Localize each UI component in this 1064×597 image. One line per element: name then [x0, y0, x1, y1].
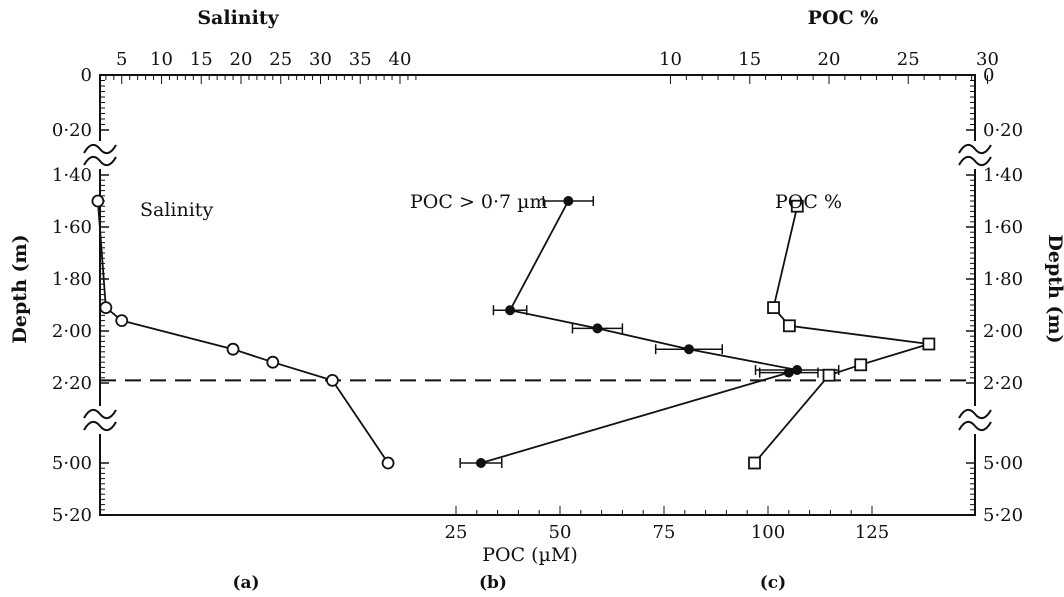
depth-tick-label-left: 1·40 [52, 165, 92, 186]
poc-percent-point [784, 320, 795, 331]
salinity-point [100, 302, 111, 313]
salinity-point [116, 315, 127, 326]
depth-tick-label-right: 1·40 [983, 165, 1023, 186]
poc-percent-series-label: POC % [775, 191, 842, 213]
poc-point [593, 324, 602, 333]
salinity-tick-label: 30 [309, 49, 332, 70]
salinity-point [92, 196, 103, 207]
poc-um-tick-label: 125 [855, 522, 889, 543]
poc-um-tick-label: 50 [549, 522, 572, 543]
depth-tick-label-left: 0·20 [52, 120, 92, 141]
poc-um-axis-title: POC (µM) [482, 544, 578, 566]
poc-percent-tick-label: 20 [818, 49, 841, 70]
poc-series-label: POC > 0·7 µm [410, 191, 548, 213]
salinity-point [267, 357, 278, 368]
depth-axis-title-left: Depth (m) [9, 234, 31, 343]
salinity-series-line [98, 201, 388, 463]
depth-tick-label-left: 0 [81, 65, 92, 86]
axis-breaks [84, 141, 991, 434]
salinity-tick-label: 35 [349, 49, 372, 70]
panel-label-b: (b) [479, 573, 507, 593]
poc-um-tick-label: 100 [751, 522, 785, 543]
poc-percent-point [749, 458, 760, 469]
depth-tick-label-right: 2·20 [983, 373, 1023, 394]
poc-um-tick-label: 75 [653, 522, 676, 543]
depth-tick-label-left: 1·60 [52, 217, 92, 238]
axis-ticks: 0 00·20 0·201·40 1·401·60 1·601·80 1·802·00 2·… [52, 49, 1023, 543]
poc-series-line [481, 201, 797, 463]
poc-point [506, 306, 515, 315]
depth-tick-label-right: 1·60 [983, 217, 1023, 238]
depth-tick-label-left: 5·00 [52, 453, 92, 474]
panel-label-c: (c) [760, 573, 786, 593]
salinity-series-label: Salinity [140, 199, 213, 221]
plot-frame [100, 75, 975, 515]
salinity-tick-label: 10 [150, 49, 173, 70]
poc-percent-series-line [755, 206, 929, 463]
salinity-point [228, 344, 239, 355]
salinity-tick-label: 5 [116, 49, 127, 70]
poc-percent-point [768, 302, 779, 313]
salinity-tick-label: 15 [190, 49, 213, 70]
salinity-axis-title: Salinity [197, 7, 279, 29]
salinity-point [327, 375, 338, 386]
panel-label-a: (a) [232, 573, 259, 593]
depth-axis-title-right: Depth (m) [1044, 234, 1064, 343]
poc-percent-point [923, 339, 934, 350]
poc-percent-point [855, 359, 866, 370]
data-series [92, 196, 975, 469]
poc-percent-tick-label: 15 [738, 49, 761, 70]
poc-um-tick-label: 25 [445, 522, 468, 543]
salinity-tick-label: 40 [389, 49, 412, 70]
depth-tick-label-right: 1·80 [983, 269, 1023, 290]
poc-percent-tick-label: 10 [659, 49, 682, 70]
salinity-point [383, 458, 394, 469]
depth-tick-label-left: 1·80 [52, 269, 92, 290]
plot-border [100, 75, 975, 515]
poc-percent-axis-title: POC % [808, 7, 879, 29]
salinity-tick-label: 25 [269, 49, 292, 70]
depth-tick-label-right: 5·00 [983, 453, 1023, 474]
poc-point [476, 459, 485, 468]
depth-tick-label-right: 2·00 [983, 321, 1023, 342]
poc-point [784, 368, 793, 377]
depth-tick-label-right: 5·20 [983, 505, 1023, 526]
poc-percent-point [824, 370, 835, 381]
poc-point [684, 345, 693, 354]
depth-tick-label-right: 0·20 [983, 120, 1023, 141]
poc-percent-tick-label: 30 [976, 49, 999, 70]
poc-percent-tick-label: 25 [897, 49, 920, 70]
poc-point [564, 197, 573, 206]
depth-tick-label-left: 2·00 [52, 321, 92, 342]
salinity-tick-label: 20 [230, 49, 253, 70]
depth-tick-label-left: 2·20 [52, 373, 92, 394]
depth-tick-label-left: 5·20 [52, 505, 92, 526]
